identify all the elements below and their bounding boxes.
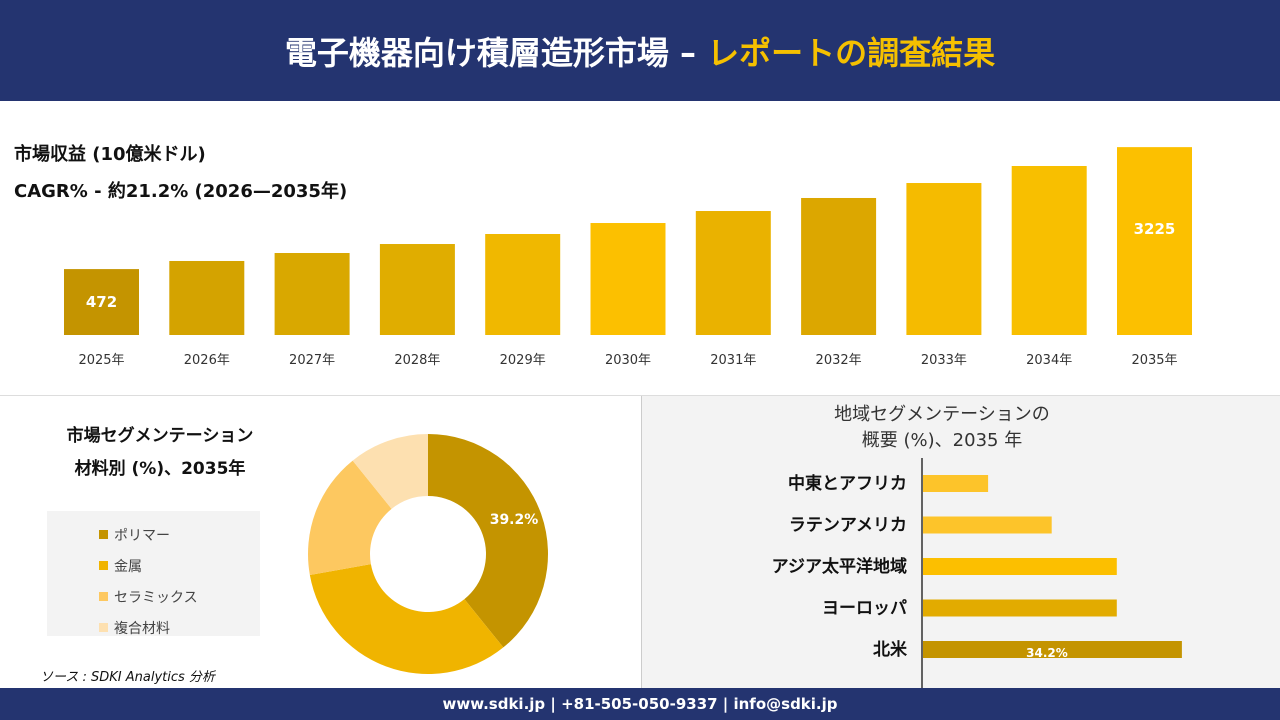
region-title-line: 概要 (%)、2035 年 — [861, 430, 1023, 451]
y-tick-label: 北米 — [873, 639, 908, 660]
material-segment-panel: 市場セグメンテーション 材料別 (%)、2035年 ポリマー金属セラミックス 複合材… — [0, 396, 640, 688]
donut-slice — [309, 564, 504, 674]
material-title: 市場セグメンテーション 材料別 (%)、2035年 — [20, 420, 300, 486]
bar — [923, 599, 1117, 617]
x-tick-label: 2032年 — [816, 353, 862, 368]
legend-item: 複合材料 — [99, 612, 260, 643]
legend-label: 複合材料 — [114, 620, 170, 637]
data-label: 472 — [86, 293, 117, 311]
bar — [923, 558, 1117, 575]
title: 電子機器向け積層造形市場 – — [284, 33, 696, 72]
bar — [1117, 147, 1192, 335]
source-note: ソース : SDKI Analytics 分析 — [40, 670, 215, 685]
bar — [379, 244, 455, 335]
bar — [274, 253, 350, 335]
cagr-label: CAGR% - 約21.2% (2026—2035年) — [14, 181, 348, 202]
legend-item: 金属 — [99, 550, 260, 581]
title-accent: レポートの調査結果 — [707, 33, 996, 72]
bar — [169, 260, 245, 335]
y-tick-label: ラテンアメリカ — [789, 516, 907, 536]
x-tick-label: 2033年 — [921, 353, 967, 368]
x-tick-label: 2031年 — [710, 353, 756, 368]
bar — [485, 234, 561, 335]
bar — [923, 475, 989, 492]
x-tick-label: 2029年 — [500, 353, 546, 368]
y-tick-label: 中東とアフリカ — [788, 473, 907, 494]
material-donut-chart: 39.2% — [308, 434, 548, 674]
bar — [64, 269, 139, 335]
legend-item: ポリマー — [99, 519, 260, 550]
x-tick-label: 2026年 — [184, 353, 230, 368]
donut-slice — [352, 434, 428, 509]
legend: ポリマー金属セラミックス 複合材料 — [47, 511, 260, 637]
region-title-line: 地域セグメンテーションの — [834, 404, 1050, 425]
donut-slice — [428, 434, 548, 648]
footer: www.sdki.jp | +81-505-050-9337 | info@sd… — [0, 688, 1280, 720]
legend-label: ポリマー — [114, 527, 170, 544]
region-title: 地域セグメンテーションの 概要 (%)、2035 年 — [792, 402, 1092, 454]
bar — [695, 211, 771, 335]
bar — [906, 183, 982, 335]
data-label: 39.2% — [490, 512, 539, 528]
bar — [1011, 166, 1087, 335]
material-title-line: 材料別 (%)、2035年 — [74, 459, 246, 479]
legend-swatch — [99, 623, 108, 632]
data-label: 34.2% — [1026, 646, 1068, 660]
x-tick-label: 2028年 — [394, 353, 440, 368]
bar — [590, 223, 666, 335]
material-title-line: 市場セグメンテーション — [66, 426, 254, 446]
legend-item: セラミックス — [99, 581, 260, 612]
legend-swatch — [99, 561, 108, 570]
region-segment-panel: 地域セグメンテーションの 概要 (%)、2035 年 中東とアフリカ ラテンアメリカ… — [641, 396, 1280, 688]
data-label: 3225 — [1134, 220, 1176, 238]
legend-label: 金属 — [114, 558, 142, 575]
legend-label: セラミックス — [114, 589, 198, 606]
divider — [0, 395, 1280, 396]
y-tick-label: アジア太平洋地域 — [772, 556, 907, 577]
x-tick-label: 2025年 — [78, 353, 124, 368]
bar — [923, 516, 1052, 534]
bar — [923, 641, 1182, 658]
bar — [801, 197, 877, 335]
x-tick-label: 2030年 — [605, 353, 651, 368]
x-tick-label: 2035年 — [1131, 353, 1177, 368]
donut-slice — [308, 460, 392, 576]
legend-swatch — [99, 530, 108, 539]
header-banner: 電子機器向け積層造形市場 – レポートの調査結果 — [0, 0, 1280, 101]
revenue-label: 市場収益 (10億米ドル) — [14, 144, 206, 165]
legend-swatch — [99, 592, 108, 601]
revenue-bar-chart: 2025年 472 2026年 2027年 2028年 2029年 2030年 2031年 20… — [64, 147, 1192, 368]
y-tick-label: ヨーロッパ — [822, 599, 907, 619]
x-tick-label: 2027年 — [289, 353, 335, 368]
x-tick-label: 2034年 — [1026, 353, 1072, 368]
